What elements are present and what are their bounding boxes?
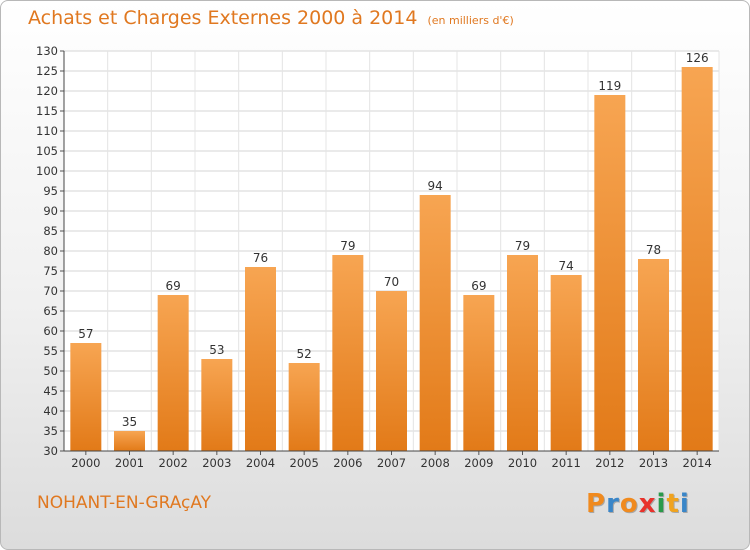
logo-letter: r [606,489,620,519]
y-tick-label: 30 [43,444,58,458]
y-tick-label: 40 [43,404,58,418]
bar-value-label: 57 [78,327,93,341]
bar-value-label: 78 [646,243,661,257]
axis-layer: 30 35 40 45 50 55 60 65 70 75 80 85 90 95 100 105 110 115… [36,44,719,470]
y-tick-label: 85 [43,224,58,238]
x-tick-label: 2014 [683,456,712,470]
y-tick-label: 115 [36,104,58,118]
x-tick-label: 2006 [333,456,362,470]
x-tick-label: 2008 [421,456,450,470]
y-tick-label: 90 [43,204,58,218]
logo-letter: t [666,489,680,519]
logo-letter: P [586,489,607,519]
y-tick-label: 130 [36,44,58,58]
bar-2004 [245,267,276,451]
logo-letter: o [619,489,639,519]
bar-2002 [157,295,189,451]
logo-letter: i [679,489,690,519]
x-tick-label: 2011 [552,456,581,470]
commune-name: NOHANT-EN-GRAçAY [37,493,212,513]
y-tick-label: 80 [43,244,58,258]
bar-value-label: 69 [166,279,181,293]
bar-2014 [681,67,713,451]
bar-2008 [419,195,451,451]
bar-value-label: 53 [209,343,224,357]
y-tick-label: 95 [43,184,58,198]
x-tick-label: 2007 [377,456,406,470]
bar-2005 [288,363,320,451]
x-tick-label: 2009 [464,456,493,470]
bar-layer: 57 35 69 53 76 52 79 70 94 69 79 74 119 78 126 [70,51,713,451]
x-tick-label: 2004 [246,456,275,470]
chart-subtitle: (en milliers d'€) [427,14,514,27]
y-tick-label: 35 [43,424,58,438]
y-tick-label: 70 [43,284,58,298]
x-tick-label: 2013 [639,456,668,470]
bar-value-label: 126 [686,51,709,65]
y-tick-label: 100 [36,164,58,178]
bar-value-label: 74 [559,259,574,273]
logo-letter: x [638,489,657,519]
bar-2010 [507,255,538,451]
bar-value-label: 76 [253,251,268,265]
x-tick-label: 2005 [290,456,319,470]
bar-value-label: 79 [340,239,355,253]
bar-2012 [594,95,626,451]
y-tick-label: 75 [43,264,58,278]
bar-2000 [70,343,102,451]
bar-value-label: 94 [428,179,443,193]
y-tick-label: 110 [36,124,58,138]
logo-letter: i [656,489,667,519]
x-tick-label: 2010 [508,456,537,470]
y-tick-label: 120 [36,84,58,98]
chart-title: Achats et Charges Externes 2000 à 2014 (e… [28,7,514,29]
bar-2006 [332,255,364,451]
bar-2013 [638,259,669,451]
bar-value-label: 69 [471,279,486,293]
y-tick-label: 105 [36,144,58,158]
x-tick-label: 2000 [71,456,100,470]
x-tick-label: 2003 [202,456,231,470]
bar-2001 [114,431,145,451]
y-tick-label: 45 [43,384,58,398]
bar-value-label: 70 [384,275,399,289]
x-tick-label: 2012 [595,456,624,470]
y-tick-label: 65 [43,304,58,318]
bar-value-label: 52 [297,347,312,361]
bar-2009 [463,295,495,451]
x-tick-label: 2002 [159,456,188,470]
y-tick-label: 50 [43,364,58,378]
y-tick-label: 60 [43,324,58,338]
bar-value-label: 79 [515,239,530,253]
proxiti-logo: Proxiti [586,489,690,519]
bar-value-label: 35 [122,415,137,429]
bar-value-label: 119 [598,79,621,93]
y-tick-label: 125 [36,64,58,78]
chart-title-text: Achats et Charges Externes 2000 à 2014 [28,7,418,29]
x-tick-label: 2001 [115,456,144,470]
y-tick-label: 55 [43,344,58,358]
bar-2007 [376,291,407,451]
bar-2003 [201,359,233,451]
bar-2011 [550,275,582,451]
